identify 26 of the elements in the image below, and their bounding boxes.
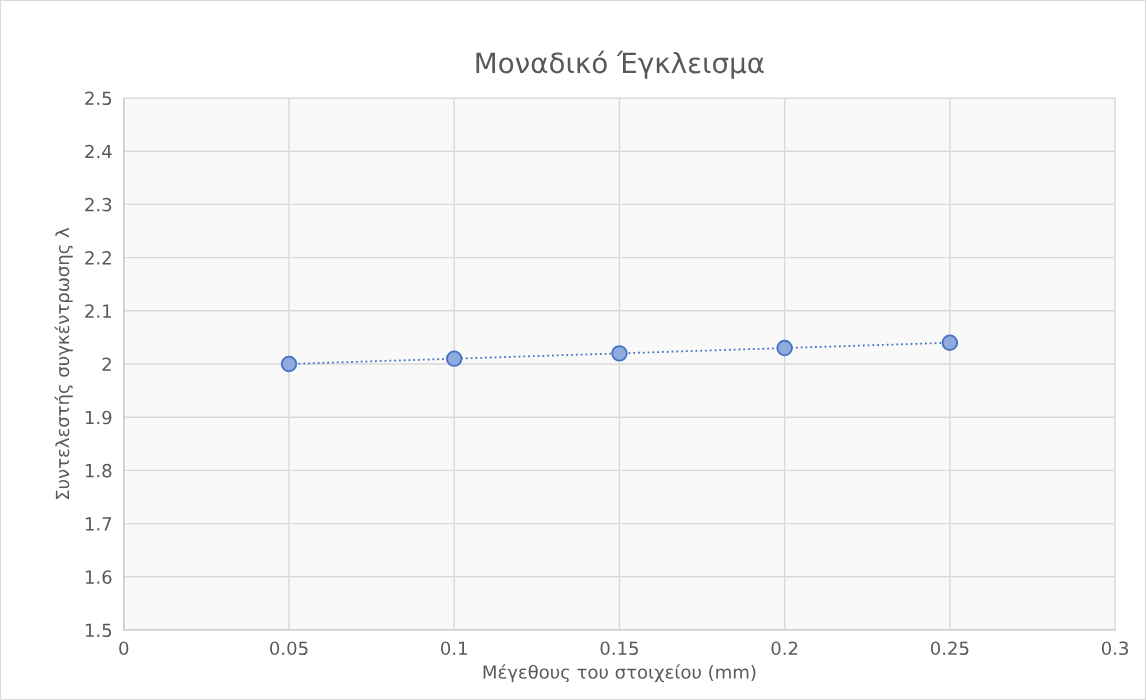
x-axis-title: Μέγεθους του στοιχείου (mm) <box>483 664 756 683</box>
y-axis-title: Συντελεστής συγκέντρωσης λ <box>54 227 73 499</box>
x-tick-label: 0.3 <box>1101 641 1128 656</box>
y-tick-label: 1.7 <box>85 517 112 531</box>
y-tick-label: 1.9 <box>85 410 112 425</box>
x-tick-label: 0.25 <box>930 641 969 656</box>
x-tick-label: 0.2 <box>771 641 798 656</box>
y-tick-label: 1.6 <box>85 570 112 584</box>
point <box>611 345 628 362</box>
x-tick-label: 0.05 <box>270 641 308 656</box>
y-tick-label: 2.2 <box>85 251 111 265</box>
point <box>941 334 959 351</box>
x-tick-label: 0.1 <box>441 641 467 656</box>
y-tick-label: 1.8 <box>85 463 112 478</box>
point <box>280 355 298 373</box>
point <box>776 339 793 357</box>
point <box>446 350 463 367</box>
y-tick-label: 2 <box>102 357 111 371</box>
y-tick-label: 2.3 <box>85 197 112 212</box>
chart-title: Μοναδικό Έγκλεισμα <box>476 50 764 79</box>
y-tick-label: 2.5 <box>85 91 112 106</box>
x-tick-label: 0 <box>119 641 129 656</box>
y-tick-label: 2.4 <box>85 144 112 159</box>
y-tick-label: 2.1 <box>85 304 111 318</box>
y-tick-label: 1.5 <box>85 623 112 638</box>
x-tick-label: 0.15 <box>600 641 638 656</box>
